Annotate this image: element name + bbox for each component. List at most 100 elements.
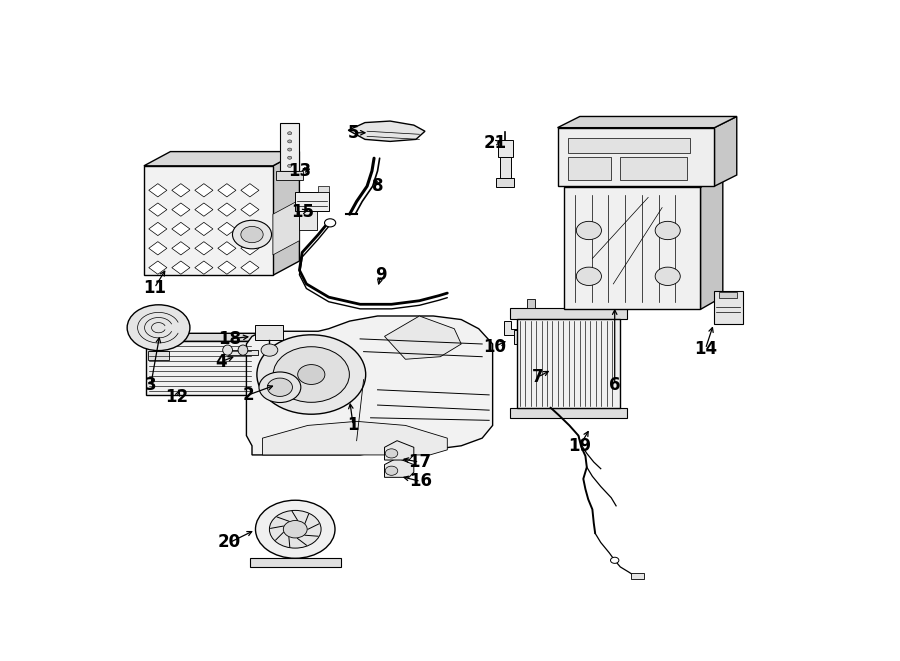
Circle shape: [325, 219, 336, 227]
Polygon shape: [194, 184, 213, 197]
Circle shape: [385, 466, 398, 475]
Polygon shape: [172, 261, 190, 274]
Text: 12: 12: [165, 389, 188, 407]
Circle shape: [288, 156, 292, 159]
Polygon shape: [700, 175, 723, 309]
Polygon shape: [715, 116, 737, 186]
Circle shape: [288, 148, 292, 151]
Bar: [568, 157, 611, 180]
Polygon shape: [319, 186, 328, 192]
Polygon shape: [194, 222, 213, 235]
Text: 17: 17: [408, 453, 431, 471]
Polygon shape: [148, 242, 166, 255]
Polygon shape: [384, 441, 414, 460]
Polygon shape: [218, 261, 236, 274]
Polygon shape: [144, 166, 273, 275]
Polygon shape: [273, 200, 300, 255]
Polygon shape: [632, 573, 644, 579]
Text: 20: 20: [218, 533, 241, 551]
Circle shape: [267, 378, 293, 397]
Polygon shape: [218, 242, 236, 255]
Text: 14: 14: [694, 340, 717, 358]
Polygon shape: [384, 458, 414, 477]
Polygon shape: [719, 292, 737, 298]
Polygon shape: [256, 325, 284, 340]
Text: 7: 7: [532, 368, 544, 386]
Ellipse shape: [222, 345, 232, 355]
Polygon shape: [194, 242, 213, 255]
Circle shape: [127, 305, 190, 350]
Circle shape: [298, 365, 325, 385]
Text: 18: 18: [218, 330, 241, 348]
Polygon shape: [241, 203, 259, 216]
Circle shape: [256, 500, 335, 559]
Bar: [510, 408, 627, 418]
Polygon shape: [517, 319, 620, 408]
Polygon shape: [498, 140, 513, 157]
Text: 5: 5: [347, 124, 359, 141]
Circle shape: [232, 220, 272, 249]
Polygon shape: [172, 203, 190, 216]
Polygon shape: [714, 291, 743, 324]
Text: 2: 2: [243, 386, 255, 404]
Polygon shape: [218, 184, 236, 197]
Polygon shape: [144, 151, 300, 166]
Text: 4: 4: [215, 353, 227, 371]
Polygon shape: [172, 222, 190, 235]
Polygon shape: [148, 222, 166, 235]
Polygon shape: [247, 316, 492, 455]
Circle shape: [284, 521, 307, 538]
Polygon shape: [276, 171, 303, 180]
Circle shape: [274, 347, 349, 403]
Polygon shape: [505, 321, 531, 335]
Bar: [392, 349, 430, 367]
Polygon shape: [148, 350, 169, 360]
Polygon shape: [146, 333, 269, 342]
Text: 15: 15: [291, 203, 314, 221]
Text: 13: 13: [288, 162, 311, 180]
Polygon shape: [300, 195, 317, 231]
Polygon shape: [254, 333, 269, 395]
Polygon shape: [148, 261, 166, 274]
Polygon shape: [348, 121, 425, 141]
Circle shape: [655, 267, 680, 286]
Polygon shape: [263, 421, 447, 455]
Circle shape: [610, 557, 619, 563]
Circle shape: [256, 335, 365, 414]
Polygon shape: [194, 203, 213, 216]
Text: 9: 9: [375, 266, 387, 284]
Polygon shape: [194, 261, 213, 274]
Polygon shape: [280, 122, 300, 171]
Text: 6: 6: [609, 375, 620, 394]
Polygon shape: [496, 178, 514, 187]
Circle shape: [241, 227, 263, 243]
Polygon shape: [557, 128, 715, 186]
Circle shape: [269, 510, 321, 548]
Polygon shape: [241, 184, 259, 197]
Polygon shape: [172, 242, 190, 255]
Polygon shape: [241, 242, 259, 255]
Polygon shape: [384, 316, 461, 360]
Circle shape: [288, 140, 292, 143]
Polygon shape: [564, 175, 723, 187]
Polygon shape: [218, 203, 236, 216]
Circle shape: [288, 132, 292, 135]
Polygon shape: [241, 222, 259, 235]
Bar: [602, 299, 610, 308]
Circle shape: [655, 221, 680, 240]
Text: 21: 21: [483, 134, 507, 152]
Text: 8: 8: [372, 177, 383, 195]
Circle shape: [259, 372, 301, 403]
Bar: [526, 299, 536, 308]
Polygon shape: [500, 157, 511, 178]
Circle shape: [385, 449, 398, 458]
Circle shape: [576, 221, 601, 240]
Ellipse shape: [238, 345, 248, 355]
Polygon shape: [250, 559, 340, 567]
Polygon shape: [146, 342, 254, 395]
Bar: [620, 157, 687, 180]
Polygon shape: [218, 222, 236, 235]
Text: 1: 1: [347, 416, 359, 434]
Polygon shape: [241, 261, 259, 274]
Circle shape: [288, 165, 292, 167]
